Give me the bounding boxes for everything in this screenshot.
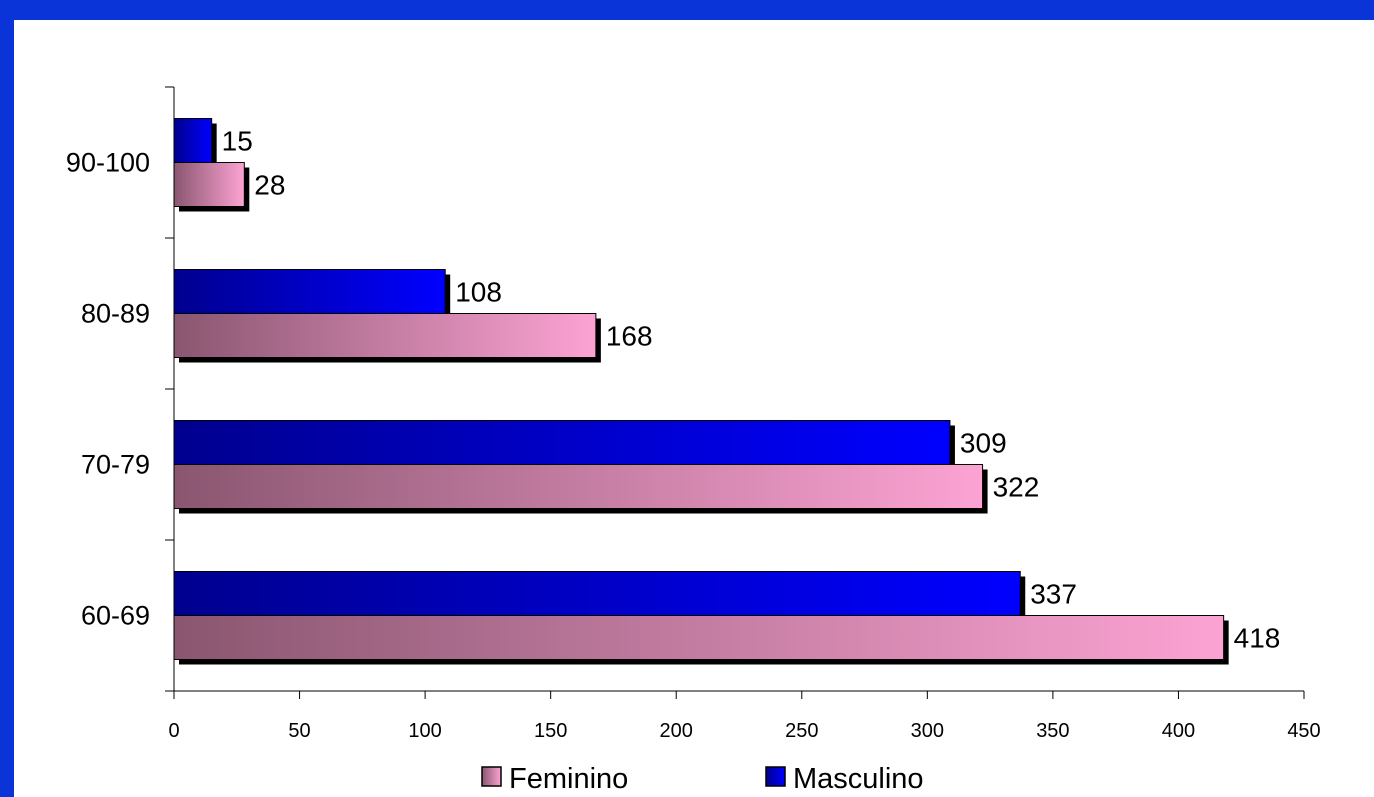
x-tick-label-0: 0 (168, 720, 179, 742)
bar-feminino-70-79 (173, 464, 984, 509)
x-tick-label-50: 50 (288, 720, 310, 742)
category-label-70-79: 70-79 (81, 450, 150, 480)
data-label-masculino-80-89: 108 (455, 277, 502, 308)
x-tick-label-300: 300 (911, 720, 944, 742)
chart-panel (14, 20, 1374, 797)
x-tick-label-350: 350 (1036, 720, 1069, 742)
x-tick-label-250: 250 (785, 720, 818, 742)
x-tick-label-400: 400 (1162, 720, 1195, 742)
data-label-feminino-70-79: 322 (993, 472, 1040, 503)
legend-label-feminino: Feminino (509, 763, 628, 795)
bar-masculino-80-89 (173, 269, 446, 314)
bar-masculino-90-100 (173, 118, 213, 163)
bars-layer (173, 118, 1229, 665)
bar-feminino-60-69 (173, 615, 1225, 660)
bar-masculino-70-79 (173, 420, 951, 465)
legend: Feminino Masculino (481, 763, 924, 795)
bar-feminino-90-100 (173, 162, 245, 207)
category-label-80-89: 80-89 (81, 299, 150, 329)
data-label-feminino-90-100: 28 (254, 170, 285, 201)
legend-swatch-feminino (481, 766, 502, 787)
legend-swatch-masculino (765, 766, 786, 787)
x-tick-label-200: 200 (660, 720, 693, 742)
data-label-masculino-70-79: 309 (960, 428, 1007, 459)
category-label-60-69: 60-69 (81, 601, 150, 631)
legend-label-masculino: Masculino (793, 763, 924, 795)
data-label-masculino-60-69: 337 (1030, 579, 1077, 610)
bar-masculino-60-69 (173, 571, 1021, 616)
bar-feminino-80-89 (173, 313, 597, 358)
data-label-feminino-80-89: 168 (606, 321, 653, 352)
category-label-90-100: 90-100 (66, 148, 150, 178)
x-tick-label-450: 450 (1287, 720, 1320, 742)
x-tick-label-150: 150 (534, 720, 567, 742)
data-label-masculino-90-100: 15 (222, 126, 253, 157)
data-label-feminino-60-69: 418 (1234, 623, 1281, 654)
axes-layer (165, 86, 1305, 699)
x-tick-label-100: 100 (408, 720, 441, 742)
